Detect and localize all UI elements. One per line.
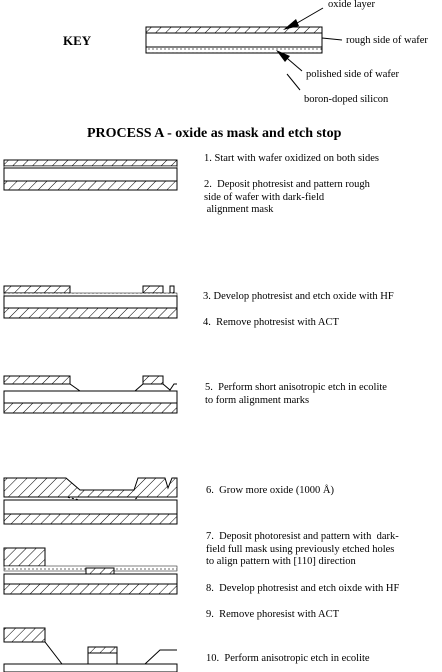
step-9: 9. Remove phoresist with ACT (206, 609, 339, 620)
step-2: 2. Deposit photresist and pattern rough … (204, 179, 370, 215)
step-6: 6. Grow more oxide (1000 Å) (206, 485, 335, 496)
process-title: PROCESS A - oxide as mask and etch stop (87, 126, 342, 141)
step-10: 10. Perform anisotropic etch in ecolite (206, 653, 370, 664)
step-7: 7. Deposit photoresist and pattern with … (206, 531, 399, 567)
wafer-step-1 (3, 159, 178, 191)
key-title: KEY (63, 33, 92, 48)
step-3: 3. Develop photresist and etch oxide wit… (203, 291, 394, 302)
step-8: 8. Develop photresist and etch oixde wit… (206, 583, 400, 594)
wafer-step-5 (3, 375, 178, 414)
step-4: 4. Remove photresist with ACT (203, 317, 339, 328)
key-label-rough: rough side of wafer (346, 35, 428, 46)
wafer-step-6 (3, 477, 178, 525)
wafer-step-7 (3, 547, 178, 595)
wafer-step-10 (3, 627, 178, 672)
key-label-boron: boron-doped silicon (304, 94, 389, 105)
key-wafer (145, 7, 343, 91)
step-1: 1. Start with wafer oxidized on both sid… (204, 153, 379, 164)
key-label-oxide: oxide layer (328, 0, 375, 10)
step-5: 5. Perform short anisotropic etch in eco… (205, 382, 387, 406)
wafer-step-3 (3, 285, 178, 319)
key-label-polished: polished side of wafer (306, 69, 400, 80)
